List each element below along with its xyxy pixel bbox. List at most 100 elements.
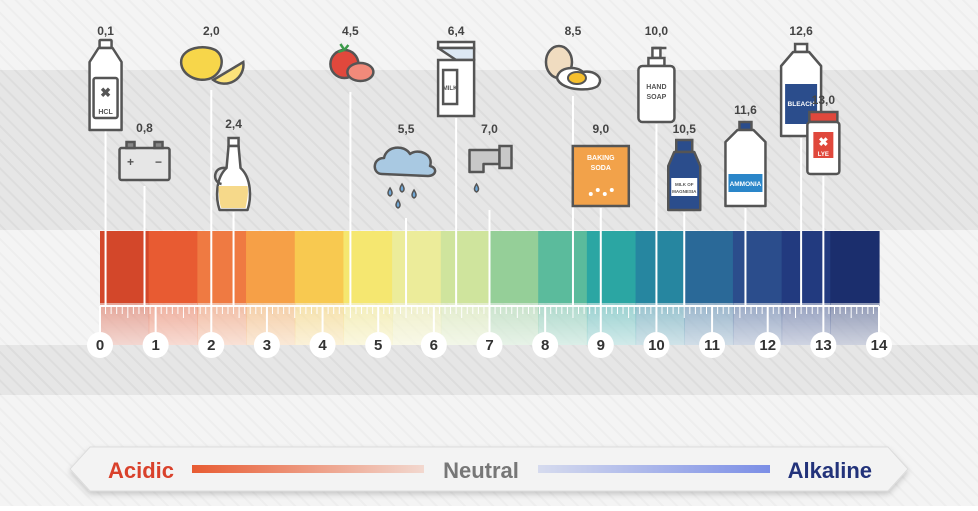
tick-label: 5 — [374, 337, 382, 354]
color-segment — [343, 231, 393, 303]
tick-label: 11 — [704, 337, 720, 354]
ph-value-label: 10,0 — [645, 24, 669, 38]
ph-value-label: 6,4 — [448, 24, 465, 38]
tick-label: 10 — [648, 337, 665, 354]
tick-badge — [532, 332, 559, 358]
tick-badge — [420, 332, 447, 358]
tick-label: 0 — [96, 337, 104, 354]
svg-text:✖: ✖ — [818, 135, 828, 149]
tick-label: 7 — [485, 337, 493, 354]
color-segment — [197, 231, 247, 303]
tomato-icon — [329, 43, 375, 83]
legend-contents: Acidic Neutral Alkaline — [108, 458, 872, 483]
tick-badge — [309, 332, 336, 358]
ph-value-label: 0,1 — [97, 24, 114, 38]
substance-marker: 2,0 — [180, 24, 245, 305]
tick-badge — [87, 332, 113, 358]
tick-label: 4 — [318, 337, 327, 354]
tick-label: 6 — [430, 337, 438, 354]
substance-marker: 10,5 MILK OF MAGNESIA — [667, 122, 702, 305]
svg-text:BLEACH: BLEACH — [788, 101, 815, 108]
color-segment — [489, 231, 539, 303]
tick-label: 12 — [759, 337, 776, 354]
ph-value-label: 5,5 — [398, 122, 415, 136]
color-segment — [392, 231, 442, 303]
ph-value-label: 11,6 — [734, 103, 757, 117]
color-segment — [830, 231, 880, 303]
tick-badge — [587, 332, 614, 358]
legend-acidic: Acidic — [108, 458, 174, 483]
substance-marker: 2,4 — [214, 117, 252, 305]
color-segment — [635, 231, 685, 303]
svg-text:HAND: HAND — [646, 84, 666, 91]
tick-label: 1 — [151, 337, 159, 354]
svg-text:−: − — [155, 155, 162, 169]
svg-text:+: + — [127, 155, 134, 169]
ph-value-label: 13,0 — [812, 93, 836, 107]
color-segment — [684, 231, 734, 303]
tick-badge — [476, 332, 503, 358]
hcl-bottle-icon: ✖ HCL — [88, 38, 123, 132]
svg-text:LYE: LYE — [818, 152, 829, 158]
substance-marker: 13,0 ✖ LYE — [806, 93, 841, 305]
tick-badge — [754, 332, 781, 358]
color-segment — [440, 231, 491, 303]
lemon-icon — [180, 46, 245, 85]
legend-neutral: Neutral — [443, 458, 519, 483]
tick-label: 3 — [263, 337, 271, 354]
svg-text:✖: ✖ — [100, 85, 111, 100]
ph-value-label: 0,8 — [136, 121, 153, 135]
egg-icon — [544, 44, 602, 91]
hand-soap-icon: HAND SOAP — [637, 46, 676, 124]
tick-badge — [142, 332, 169, 358]
svg-text:MAGNESIA: MAGNESIA — [672, 189, 697, 194]
ph-value-label: 8,5 — [565, 24, 582, 38]
svg-text:MILK OF: MILK OF — [675, 182, 694, 187]
ph-value-label: 7,0 — [481, 122, 498, 136]
water-tap-icon — [468, 144, 513, 193]
tick-label: 8 — [541, 337, 549, 354]
color-segment — [100, 231, 150, 303]
tick-label: 14 — [871, 337, 888, 354]
tick-badge — [643, 332, 670, 358]
rain-cloud-icon — [373, 146, 437, 209]
acidic-gradient — [192, 465, 424, 473]
ammonia-jug-icon: AMMONIA — [724, 120, 767, 208]
color-segment — [294, 231, 345, 303]
ph-tick-labels: 0 1 2 3 4 5 6 7 8 9 10 11 12 13 14 — [87, 332, 892, 358]
tick-badge — [866, 332, 892, 358]
legend-alkaline: Alkaline — [788, 458, 872, 483]
substance-marker: 6,4 MILK — [436, 24, 476, 305]
svg-text:HCL: HCL — [98, 109, 113, 116]
ph-value-label: 9,0 — [592, 122, 609, 136]
color-segment — [148, 231, 198, 303]
ph-value-label: 12,6 — [789, 24, 813, 38]
baking-soda-icon: BAKING SODA — [571, 144, 631, 208]
car-battery-icon: + − — [118, 140, 171, 182]
milk-of-magnesia-icon: MILK OF MAGNESIA — [667, 138, 702, 212]
color-segment — [538, 231, 588, 303]
tick-badge — [365, 332, 392, 358]
ph-value-label: 2,4 — [225, 117, 242, 131]
substance-marker: 10,0 HAND SOAP — [637, 24, 676, 305]
svg-text:AMMONIA: AMMONIA — [730, 181, 762, 188]
tick-label: 13 — [815, 337, 832, 354]
legend-banner — [69, 446, 909, 492]
tick-badge — [699, 332, 726, 358]
color-segment — [732, 231, 783, 303]
svg-text:SOAP: SOAP — [647, 94, 667, 101]
substance-marker: 11,6 AMMONIA — [724, 103, 767, 305]
substance-marker: 4,5 — [329, 24, 375, 305]
vinegar-cruet-icon — [214, 136, 252, 212]
tick-badge — [198, 332, 225, 358]
ph-value-label: 4,5 — [342, 24, 359, 38]
tick-badge — [253, 332, 280, 358]
ph-value-label: 10,5 — [673, 122, 697, 136]
svg-text:MILK: MILK — [443, 86, 458, 92]
milk-carton-icon: MILK — [436, 40, 476, 118]
alkaline-gradient — [538, 465, 770, 473]
tick-label: 9 — [597, 337, 605, 354]
